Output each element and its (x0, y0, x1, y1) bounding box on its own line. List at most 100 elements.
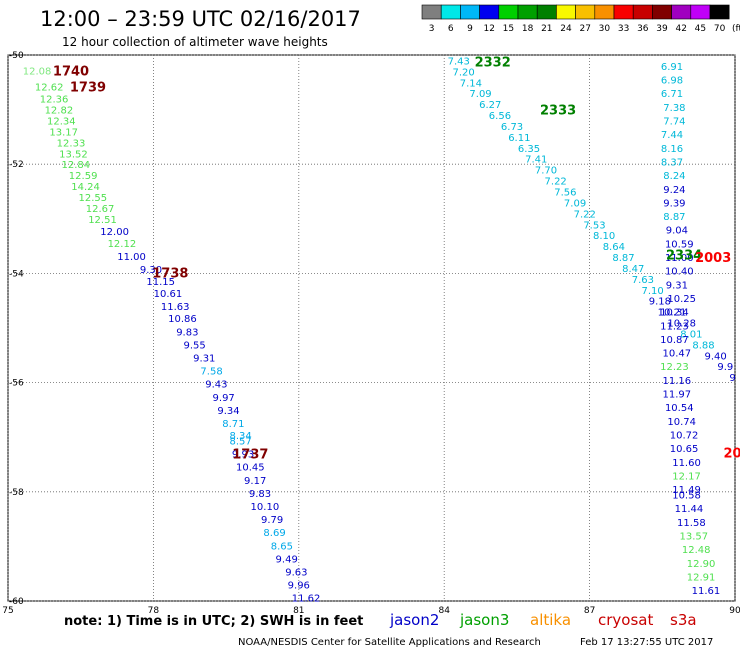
swh-point-label: 10.47 (663, 349, 692, 360)
swh-point-label: 9.18 (649, 297, 671, 308)
x-tick-label: 90 (729, 606, 740, 616)
swh-point-label: 12.62 (35, 83, 64, 94)
swh-point-label: 12.91 (687, 572, 716, 583)
scale-label: 27 (579, 24, 590, 34)
swh-point-label: 9.43 (205, 380, 227, 391)
x-tick-label: 78 (148, 606, 160, 616)
swh-point-label: 6.98 (661, 76, 683, 87)
pass-label: 2332 (475, 56, 511, 71)
footer-credit: NOAA/NESDIS Center for Satellite Applica… (238, 637, 541, 648)
swh-point-label: 8.69 (263, 528, 285, 539)
swh-point-label: 6.56 (489, 111, 511, 122)
swh-point-label: 10.86 (168, 314, 197, 325)
satellite-legend-altika: altika (530, 611, 571, 629)
scale-label: 45 (695, 24, 706, 34)
swh-point-label: 7.22 (574, 209, 596, 220)
satellite-legend-jason2: jason2 (389, 611, 439, 629)
swh-point-label: 8.64 (603, 242, 625, 253)
scale-label: (ft) (732, 24, 740, 34)
swh-point-label: 11.49 (672, 485, 701, 496)
scale-swatch-9 (594, 4, 615, 20)
swh-point-label: 10.74 (667, 417, 696, 428)
swh-point-label: 8.87 (663, 212, 685, 223)
swh-point-label: 10.59 (665, 239, 694, 250)
swh-point-label: 9.9 (717, 362, 733, 373)
swh-point-label: 12.23 (660, 362, 689, 373)
satellite-legend: jason2 jason3 altika cryosat s3a (389, 611, 697, 629)
scale-label: 6 (448, 24, 454, 34)
scale-swatch-8 (575, 4, 596, 20)
scale-label: 21 (541, 24, 552, 34)
scale-swatch-2 (460, 4, 480, 20)
swh-point-label: 10.87 (660, 335, 689, 346)
swh-point-label: 7.58 (200, 367, 222, 378)
scale-swatch-10 (613, 4, 634, 20)
scale-label: 18 (522, 24, 534, 34)
swh-point-label: 7.43 (448, 56, 470, 67)
scale-swatch-5 (517, 4, 538, 20)
swh-point-label: 10.34 (660, 308, 689, 319)
swh-point-label: 11.58 (677, 518, 706, 529)
swh-point-label: 6.91 (661, 62, 683, 73)
swh-point-label: 9.24 (663, 185, 685, 196)
swh-point-label: 11.44 (675, 504, 704, 515)
swh-point-label: 13.57 (679, 531, 708, 542)
swh-point-label: 12.67 (86, 204, 115, 215)
swh-point-label: 9.83 (249, 489, 271, 500)
swh-point-label: 9.79 (261, 515, 283, 526)
swh-point-label: 13.17 (49, 127, 78, 138)
swh-point-label: 7.09 (564, 198, 586, 209)
scale-swatch-3 (479, 4, 500, 20)
pass-label: 1737 (232, 448, 268, 463)
scale-swatch-0 (421, 4, 442, 20)
swh-point-label: 6.73 (501, 122, 523, 133)
swh-point-label: 9.49 (276, 554, 298, 565)
swh-point-label: 9.34 (217, 406, 239, 417)
satellite-legend-s3a: s3a (670, 611, 697, 629)
swh-point-label: 11.00 (117, 252, 146, 263)
swh-point-label: 12.59 (69, 171, 98, 182)
scale-swatch-15 (709, 4, 730, 20)
swh-point-label: 11.97 (663, 390, 692, 401)
x-tick-label: 81 (293, 606, 304, 616)
scale-label: 33 (618, 24, 629, 34)
swh-point-label: 12.55 (78, 193, 107, 204)
x-tick-label: 87 (584, 606, 595, 616)
swh-point-label: 9.04 (666, 226, 688, 237)
swh-point-label: 10.61 (154, 289, 183, 300)
swh-point-label: 12.17 (672, 471, 701, 482)
x-tick-label: 75 (2, 606, 13, 616)
scale-swatch-6 (536, 4, 557, 20)
swh-point-label: 9.83 (176, 327, 198, 338)
swh-point-label: 11.16 (663, 376, 692, 387)
swh-point-label: 8.37 (661, 157, 683, 168)
pass-label: 1740 (53, 64, 89, 79)
swh-point-label: 11.00 (665, 253, 694, 264)
scale-label: 70 (714, 24, 726, 34)
plot-grid: 75 78 81 84 87 90 -50 -52 -54 -56 -58 -60 (2, 51, 740, 616)
swh-point-label: 10.45 (236, 463, 265, 474)
pass-label: 1739 (70, 81, 106, 96)
swh-point-label: 8.57 (230, 436, 252, 447)
swh-point-label: 8.65 (271, 541, 293, 552)
pass-label: 2334 (666, 248, 702, 263)
swh-point-label: 7.44 (661, 130, 683, 141)
swh-point-label: 9.31 (666, 280, 688, 291)
swh-point-label: 12.00 (100, 227, 129, 238)
swh-point-label: 7.70 (535, 166, 557, 177)
swh-point-label: 8.24 (663, 171, 685, 182)
swh-point-label: 9.96 (288, 581, 310, 592)
swh-point-label: 8.47 (622, 264, 644, 275)
pass-label: 2003 (695, 251, 731, 266)
x-tick-label: 84 (438, 606, 450, 616)
footer-note: note: 1) Time is in UTC; 2) SWH is in fe… (64, 614, 363, 629)
chart-title: 12:00 – 23:59 UTC 02/16/2017 (40, 7, 361, 31)
swh-point-label: 10.21 (658, 308, 687, 319)
data-points: 12.08 12.6212.3612.8212.3413.1712.3313.52… (23, 56, 736, 604)
swh-point-label: 7.53 (583, 220, 605, 231)
scale-swatch-7 (556, 4, 576, 20)
scale-label: 24 (560, 24, 572, 34)
swh-point-label: 8.87 (612, 253, 634, 264)
